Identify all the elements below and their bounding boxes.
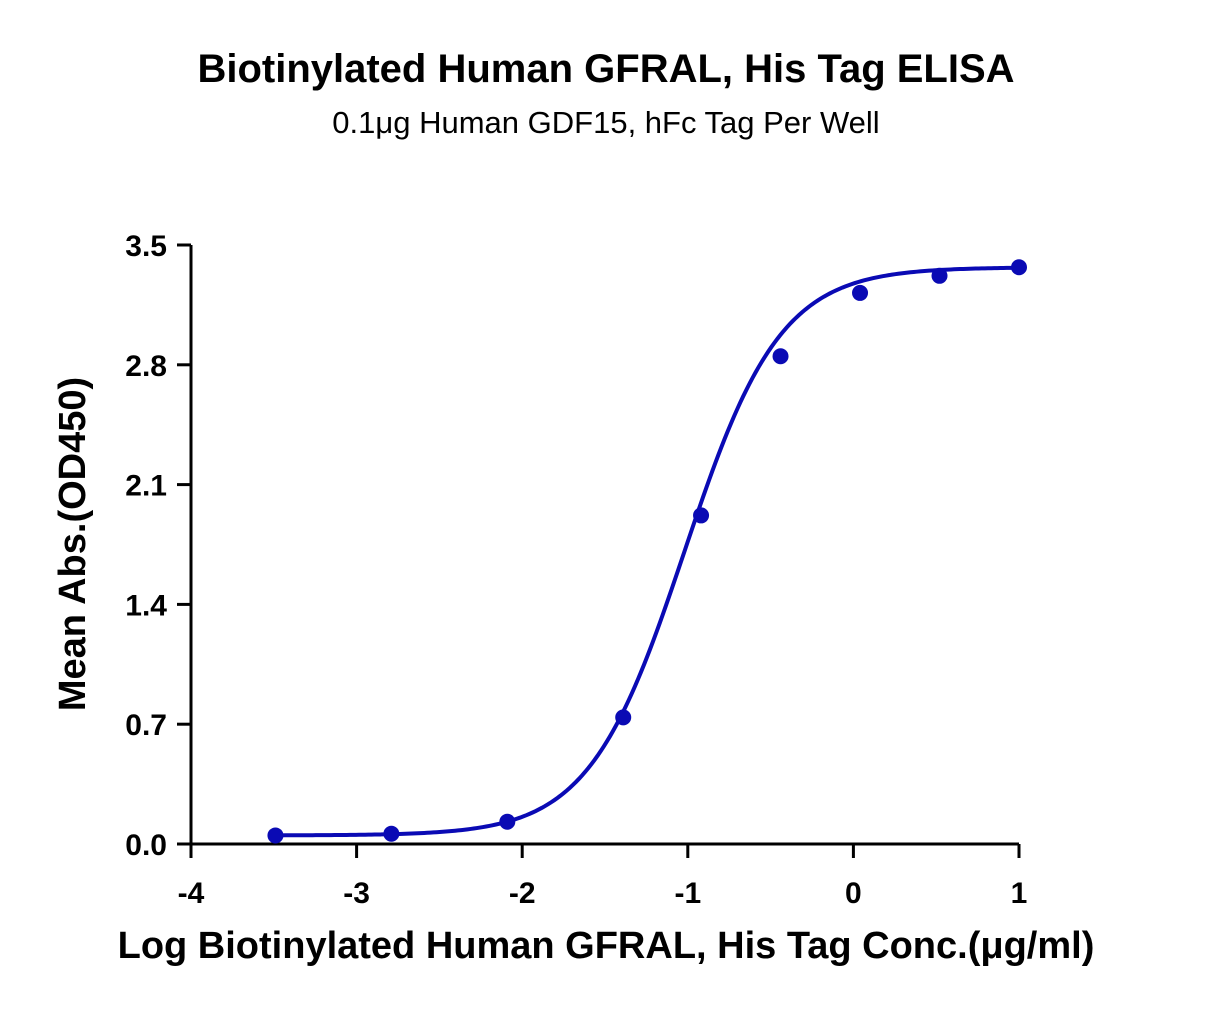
data-points-layer bbox=[267, 259, 1027, 844]
y-tick-label: 2.8 bbox=[125, 350, 167, 383]
data-point bbox=[499, 813, 516, 830]
chart-subtitle: 0.1μg Human GDF15, hFc Tag Per Well bbox=[332, 105, 879, 140]
data-point bbox=[852, 284, 869, 301]
data-point bbox=[615, 709, 632, 726]
data-point bbox=[1011, 259, 1027, 276]
y-tick-label: 2.1 bbox=[125, 470, 167, 503]
y-tick-label: 0.0 bbox=[125, 829, 167, 862]
x-tick-label: 1 bbox=[1011, 877, 1028, 910]
data-point bbox=[693, 507, 710, 524]
x-tick-label: -1 bbox=[674, 877, 701, 910]
y-tick-label: 3.5 bbox=[125, 230, 167, 263]
ticks: -4 -3 -2 -1 0 1 0.0 0.7 1.4 2.1 2.8 3.5 bbox=[125, 230, 1027, 910]
x-axis-title: Log Biotinylated Human GFRAL, His Tag Co… bbox=[118, 925, 1095, 967]
chart-title: Biotinylated Human GFRAL, His Tag ELISA bbox=[197, 47, 1014, 91]
y-tick-label: 1.4 bbox=[125, 589, 167, 622]
y-axis-title: Mean Abs.(OD450) bbox=[52, 377, 94, 711]
x-tick-label: -2 bbox=[509, 877, 536, 910]
x-tick-label: -4 bbox=[178, 877, 205, 910]
data-point bbox=[383, 825, 400, 842]
x-tick-label: -3 bbox=[343, 877, 370, 910]
data-point bbox=[931, 267, 948, 284]
fit-curve-layer bbox=[275, 265, 1020, 838]
data-point bbox=[267, 827, 284, 844]
y-tick-label: 0.7 bbox=[125, 709, 167, 742]
axes bbox=[189, 245, 1019, 846]
x-tick-label: 0 bbox=[845, 877, 862, 910]
data-point bbox=[772, 348, 789, 365]
fit-curve bbox=[275, 265, 1020, 838]
